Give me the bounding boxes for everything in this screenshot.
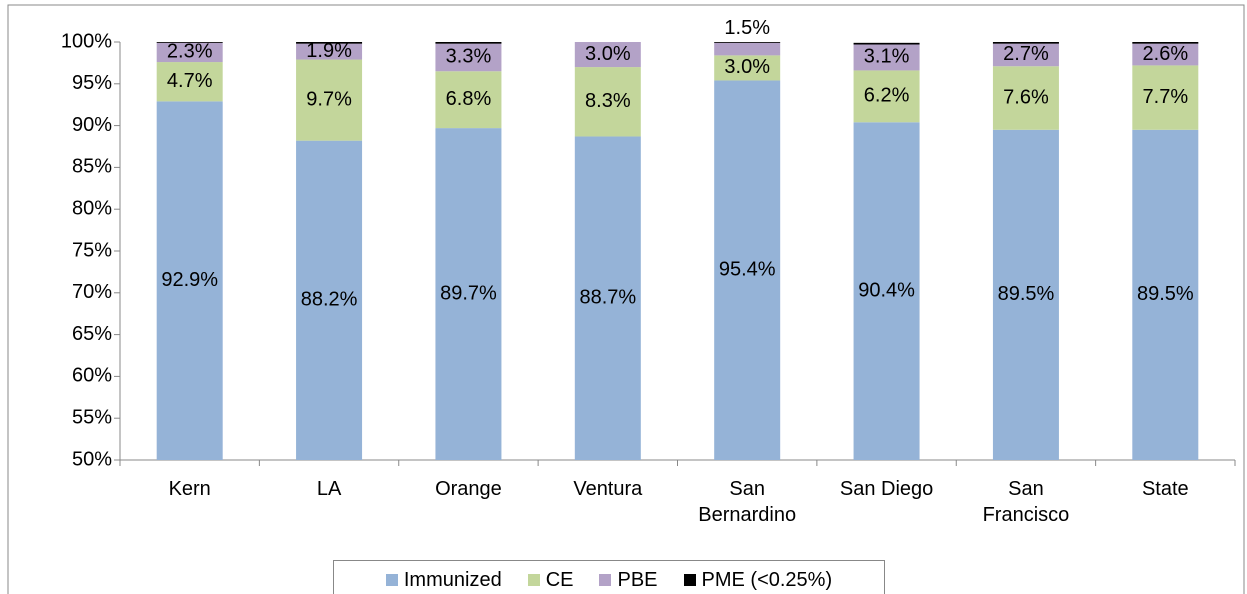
bar-segment bbox=[714, 42, 781, 56]
legend-item: PBE bbox=[599, 568, 658, 592]
bar-segment bbox=[156, 62, 223, 102]
data-label: 9.7% bbox=[306, 88, 352, 110]
bar-segment bbox=[435, 128, 502, 460]
data-label: 6.2% bbox=[864, 85, 910, 107]
legend-swatch bbox=[599, 574, 612, 586]
data-label: 1.9% bbox=[306, 40, 352, 62]
data-label: 89.7% bbox=[440, 282, 497, 304]
bar-segment bbox=[156, 101, 223, 460]
legend-swatch bbox=[527, 574, 540, 586]
legend-item: Immunized bbox=[385, 568, 502, 592]
bar-segment bbox=[435, 43, 502, 72]
data-label: 2.6% bbox=[1143, 43, 1189, 65]
data-label: 7.7% bbox=[1143, 86, 1189, 108]
data-label: 3.1% bbox=[864, 46, 910, 68]
data-label: 92.9% bbox=[161, 269, 218, 291]
x-tick-label: Orange bbox=[435, 478, 502, 500]
x-tick-label: San Francisco bbox=[982, 478, 1070, 526]
bar-segment bbox=[992, 43, 1059, 67]
x-tick-label: LA bbox=[316, 478, 342, 500]
y-tick-label: 70% bbox=[72, 281, 112, 303]
bar-segment bbox=[296, 59, 363, 141]
bar-segment bbox=[714, 55, 781, 81]
y-tick-label: 60% bbox=[72, 365, 112, 387]
legend-item: PME (<0.25%) bbox=[683, 568, 833, 592]
legend-swatch bbox=[683, 574, 696, 586]
data-label: 4.7% bbox=[167, 70, 213, 92]
bar-segment bbox=[992, 129, 1059, 460]
bar-segment bbox=[296, 140, 363, 460]
legend-label: CE bbox=[545, 568, 574, 591]
bar-segment bbox=[296, 43, 363, 60]
data-label: 3.0% bbox=[585, 43, 631, 65]
bar-segment bbox=[853, 70, 920, 123]
data-label: 90.4% bbox=[858, 279, 915, 301]
bar-segment bbox=[435, 42, 502, 44]
bar-segment bbox=[574, 136, 641, 460]
legend-label: Immunized bbox=[403, 568, 502, 591]
bar-segment bbox=[1132, 43, 1199, 66]
bar-segment bbox=[156, 42, 223, 43]
y-tick-label: 90% bbox=[72, 114, 112, 136]
chart-border bbox=[7, 4, 1245, 594]
x-tick-label: San Diego bbox=[839, 478, 934, 500]
y-tick-label: 95% bbox=[72, 72, 112, 94]
bar-segment bbox=[714, 42, 781, 43]
legend-swatch bbox=[385, 574, 398, 586]
data-label: 3.3% bbox=[446, 46, 492, 68]
data-label: 88.7% bbox=[579, 287, 636, 309]
data-label: 8.3% bbox=[585, 90, 631, 112]
legend-label: PBE bbox=[617, 568, 658, 591]
bar-segment bbox=[1132, 42, 1199, 44]
data-label: 2.3% bbox=[167, 41, 213, 63]
legend-item: CE bbox=[527, 568, 574, 592]
bar-segment bbox=[853, 42, 920, 45]
data-label: 89.5% bbox=[1137, 283, 1194, 305]
y-tick-label: 100% bbox=[61, 30, 112, 52]
bar-segment bbox=[714, 80, 781, 461]
y-tick-label: 80% bbox=[72, 197, 112, 219]
x-tick-label: Ventura bbox=[573, 478, 643, 500]
data-label: 95.4% bbox=[719, 259, 776, 281]
data-label: 88.2% bbox=[301, 289, 358, 311]
data-label: 89.5% bbox=[998, 283, 1055, 305]
bar-segment bbox=[1132, 65, 1199, 130]
legend-label: PME (<0.25%) bbox=[701, 568, 833, 591]
bar-segment bbox=[156, 42, 223, 63]
bar-segment bbox=[853, 44, 920, 71]
bar-segment bbox=[574, 42, 641, 68]
y-tick-label: 55% bbox=[72, 406, 112, 428]
data-label: 2.7% bbox=[1003, 43, 1049, 65]
bar-segment bbox=[435, 71, 502, 129]
data-label: 1.5% bbox=[724, 17, 770, 39]
bar-segment bbox=[992, 66, 1059, 130]
bar-segment bbox=[1132, 129, 1199, 460]
y-tick-label: 50% bbox=[72, 448, 112, 470]
bar-segment bbox=[853, 122, 920, 461]
data-label: 6.8% bbox=[446, 88, 492, 110]
data-label: 7.6% bbox=[1003, 86, 1049, 108]
bar-segment bbox=[296, 42, 363, 44]
x-tick-label: San Bernardino bbox=[698, 478, 797, 526]
y-tick-label: 85% bbox=[72, 156, 112, 178]
bar-segment bbox=[992, 42, 1059, 44]
legend: Immunized CE PBE PME (<0.25%) bbox=[333, 560, 885, 594]
data-label: 3.0% bbox=[724, 56, 770, 78]
y-tick-label: 75% bbox=[72, 239, 112, 261]
x-tick-label: Kern bbox=[168, 478, 211, 500]
y-tick-label: 65% bbox=[72, 323, 112, 345]
bar-segment bbox=[574, 67, 641, 137]
x-tick-label: State bbox=[1141, 478, 1189, 500]
